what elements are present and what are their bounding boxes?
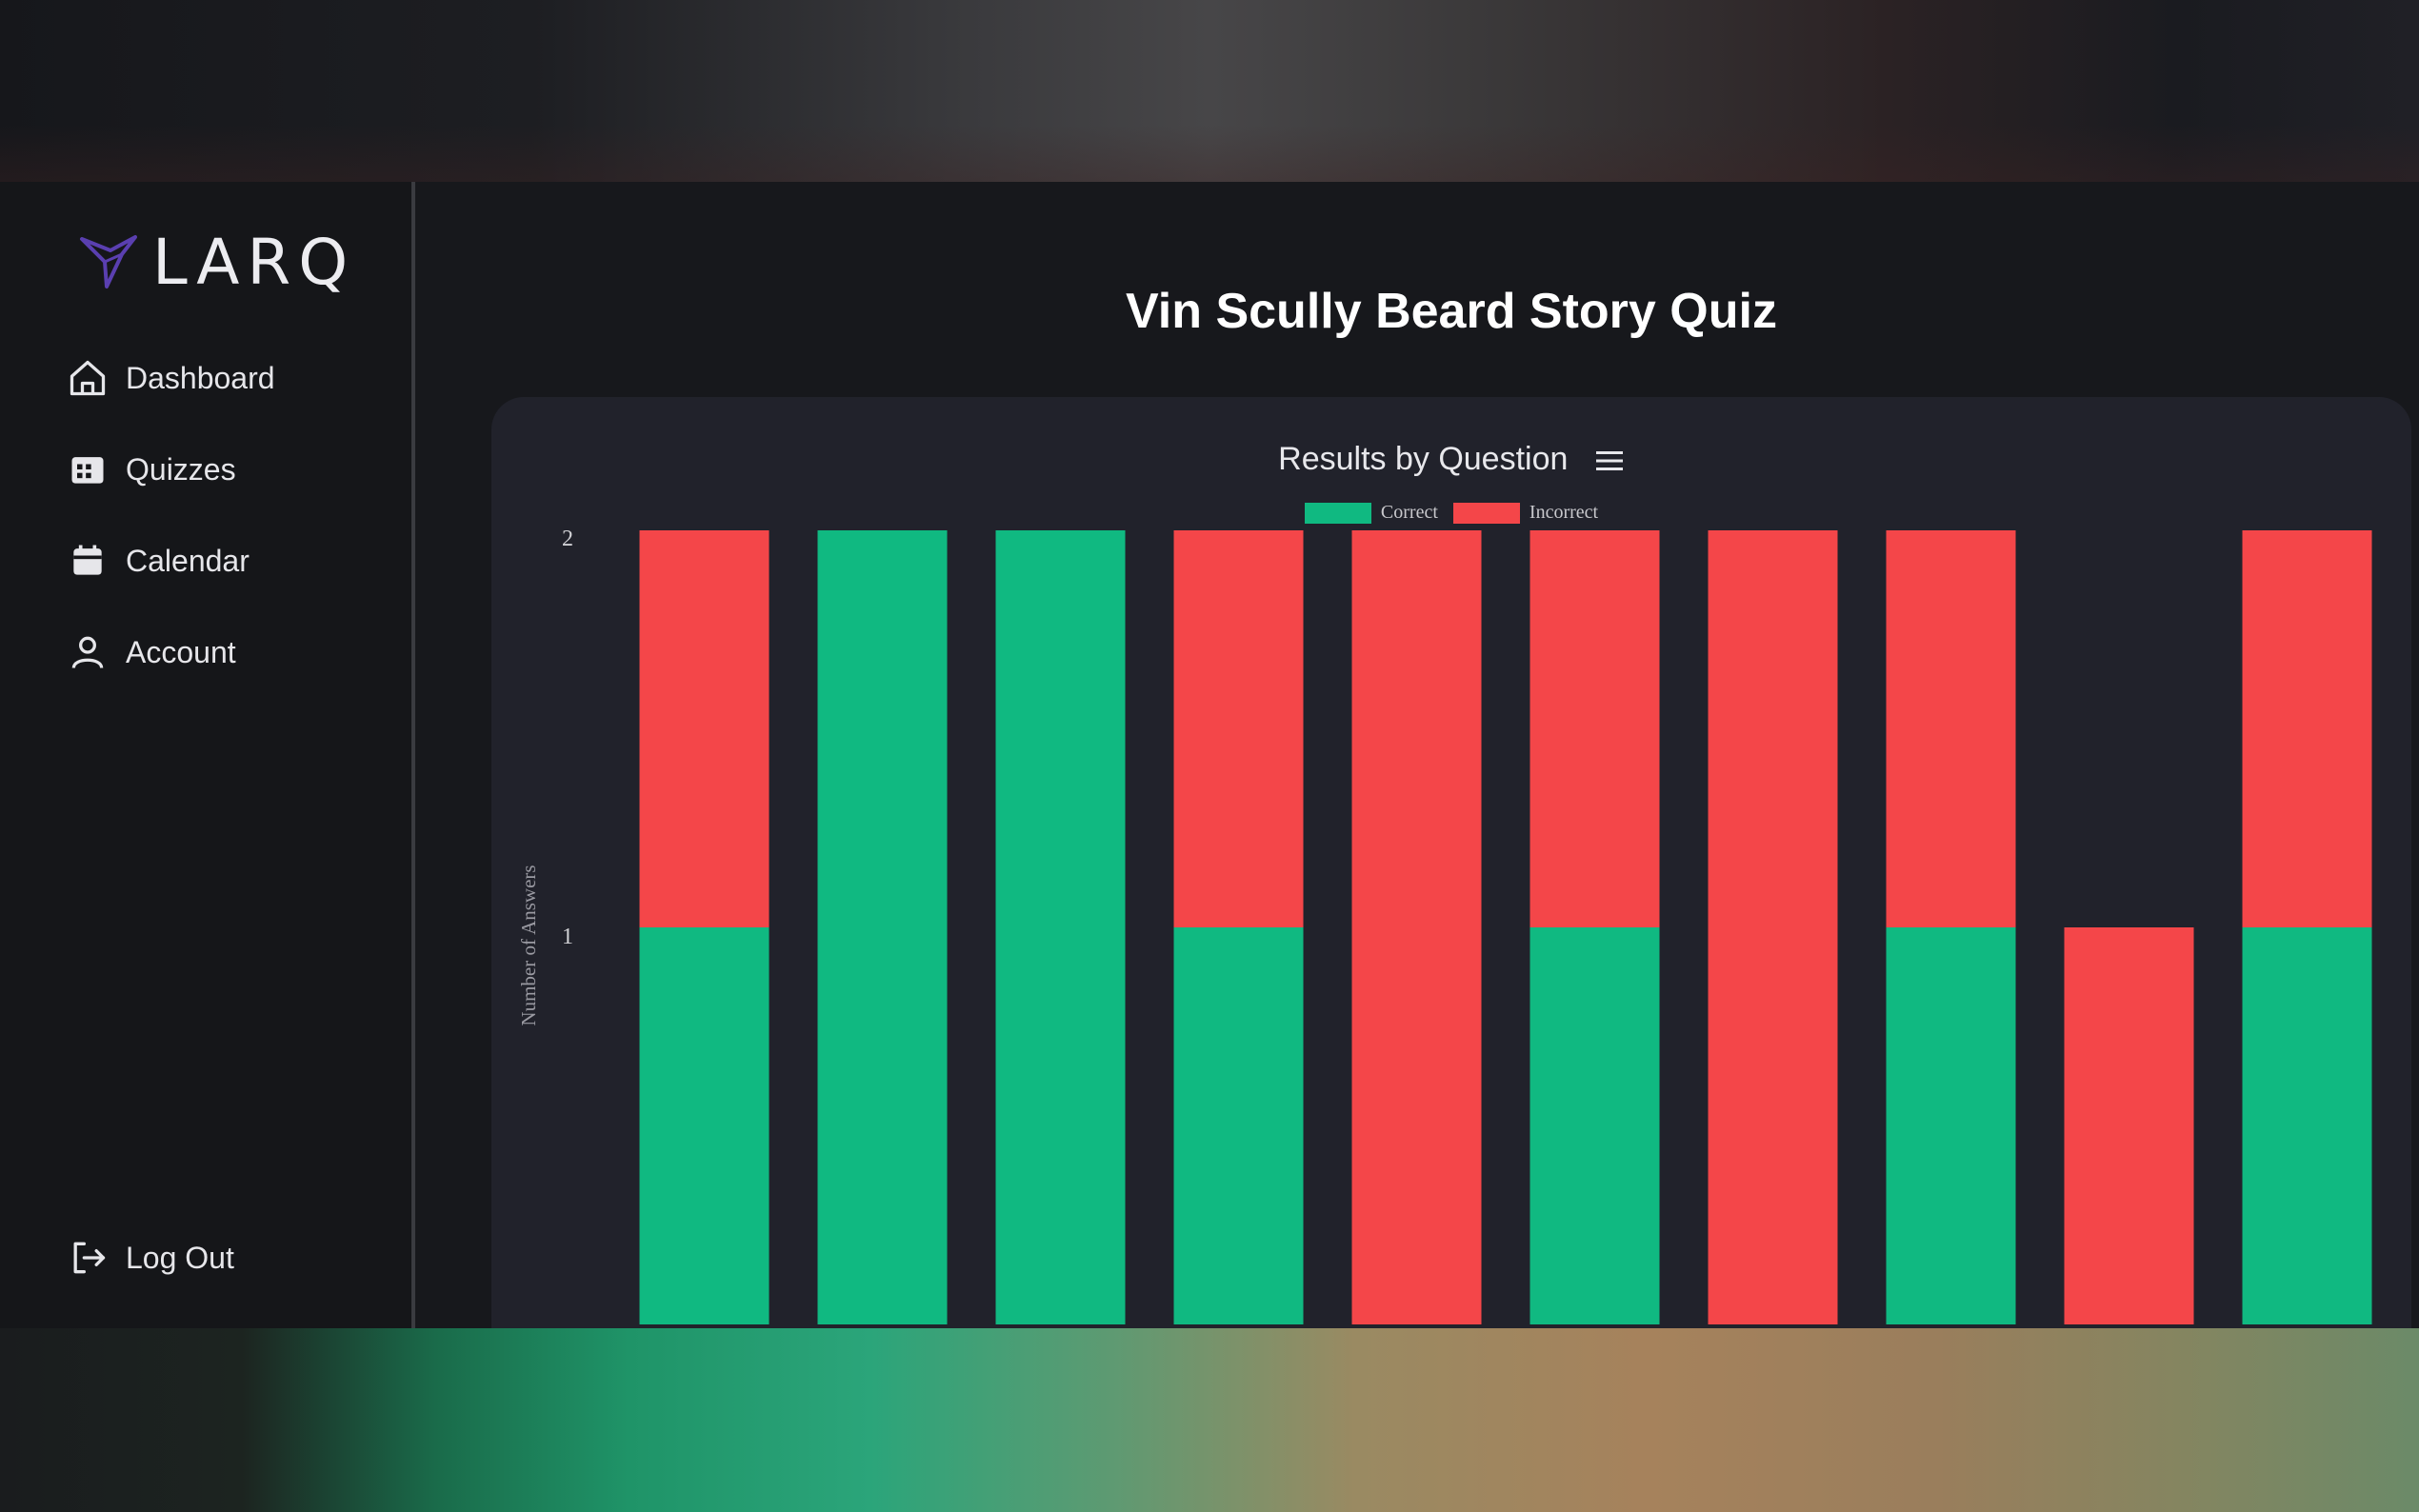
y-axis-label: Number of Answers (517, 865, 540, 1025)
legend-swatch-incorrect (1452, 502, 1520, 524)
sidebar-item-account[interactable]: Account (67, 631, 236, 673)
logout-icon (73, 1242, 106, 1274)
background-blur-top (0, 0, 2419, 182)
legend-label-correct: Correct (1380, 502, 1438, 523)
bar-q2-correct[interactable] (817, 530, 948, 1324)
chart-legend: Correct Incorrect (491, 502, 2411, 524)
bar-q6-incorrect[interactable] (1529, 530, 1660, 927)
sidebar-item-label: Dashboard (126, 360, 275, 395)
sidebar-item-label: Account (126, 634, 236, 669)
chart-title: Results by Question (491, 441, 2411, 478)
sidebar-item-label: Quizzes (126, 451, 236, 487)
bar-q4-incorrect[interactable] (1173, 530, 1304, 927)
legend-swatch-correct (1304, 502, 1371, 524)
app-window: LARQ Dashboard Quizzes (0, 182, 2419, 1328)
sidebar-item-calendar[interactable]: Calendar (67, 540, 250, 582)
bar-q3-correct[interactable] (995, 530, 1126, 1324)
chart-bars (639, 530, 2372, 1324)
logo[interactable]: LARQ (78, 231, 355, 294)
bar-q10-incorrect[interactable] (2242, 530, 2372, 927)
sidebar: LARQ Dashboard Quizzes (0, 182, 415, 1328)
bar-q10-correct[interactable] (2242, 927, 2372, 1324)
logout-button[interactable]: Log Out (67, 1237, 234, 1279)
stacked-bar-chart: Number of Answers 2 1 (517, 527, 2372, 1324)
user-icon (71, 636, 104, 669)
legend-item-correct[interactable]: Correct (1304, 502, 1438, 524)
sidebar-item-quizzes[interactable]: Quizzes (67, 448, 236, 490)
y-tick-label: 2 (562, 527, 573, 551)
home-icon (70, 360, 106, 396)
sidebar-item-dashboard[interactable]: Dashboard (67, 357, 275, 399)
bar-q8-incorrect[interactable] (1886, 530, 2016, 927)
logo-text: LARQ (152, 226, 356, 299)
background-blur-bottom (0, 1328, 2419, 1512)
chart-card: Results by Question Correct Incorrect (491, 397, 2411, 1328)
bar-q7-incorrect[interactable] (1708, 530, 1838, 1324)
calendar-icon (73, 545, 102, 575)
y-tick-label: 1 (562, 925, 573, 949)
page-title: Vin Scully Beard Story Quiz (1126, 284, 1777, 339)
main-content: Vin Scully Beard Story Quiz Results by Q… (415, 182, 2419, 1328)
bar-q1-incorrect[interactable] (639, 530, 770, 927)
bar-q6-correct[interactable] (1529, 927, 1660, 1324)
sidebar-item-label: Calendar (126, 543, 250, 578)
bar-q5-incorrect[interactable] (1351, 530, 1482, 1324)
legend-item-incorrect[interactable]: Incorrect (1452, 502, 1599, 524)
bar-q1-correct[interactable] (639, 927, 770, 1324)
bar-q8-correct[interactable] (1886, 927, 2016, 1324)
hummingbird-logo-icon (80, 235, 137, 288)
bar-q9-incorrect[interactable] (2064, 927, 2194, 1324)
logout-label: Log Out (126, 1240, 234, 1275)
chart-title-text: Results by Question (1278, 441, 1569, 477)
legend-label-incorrect: Incorrect (1529, 502, 1599, 523)
menu-icon[interactable] (1594, 448, 1625, 474)
quizzes-icon (71, 457, 104, 484)
bar-q4-correct[interactable] (1173, 927, 1304, 1324)
